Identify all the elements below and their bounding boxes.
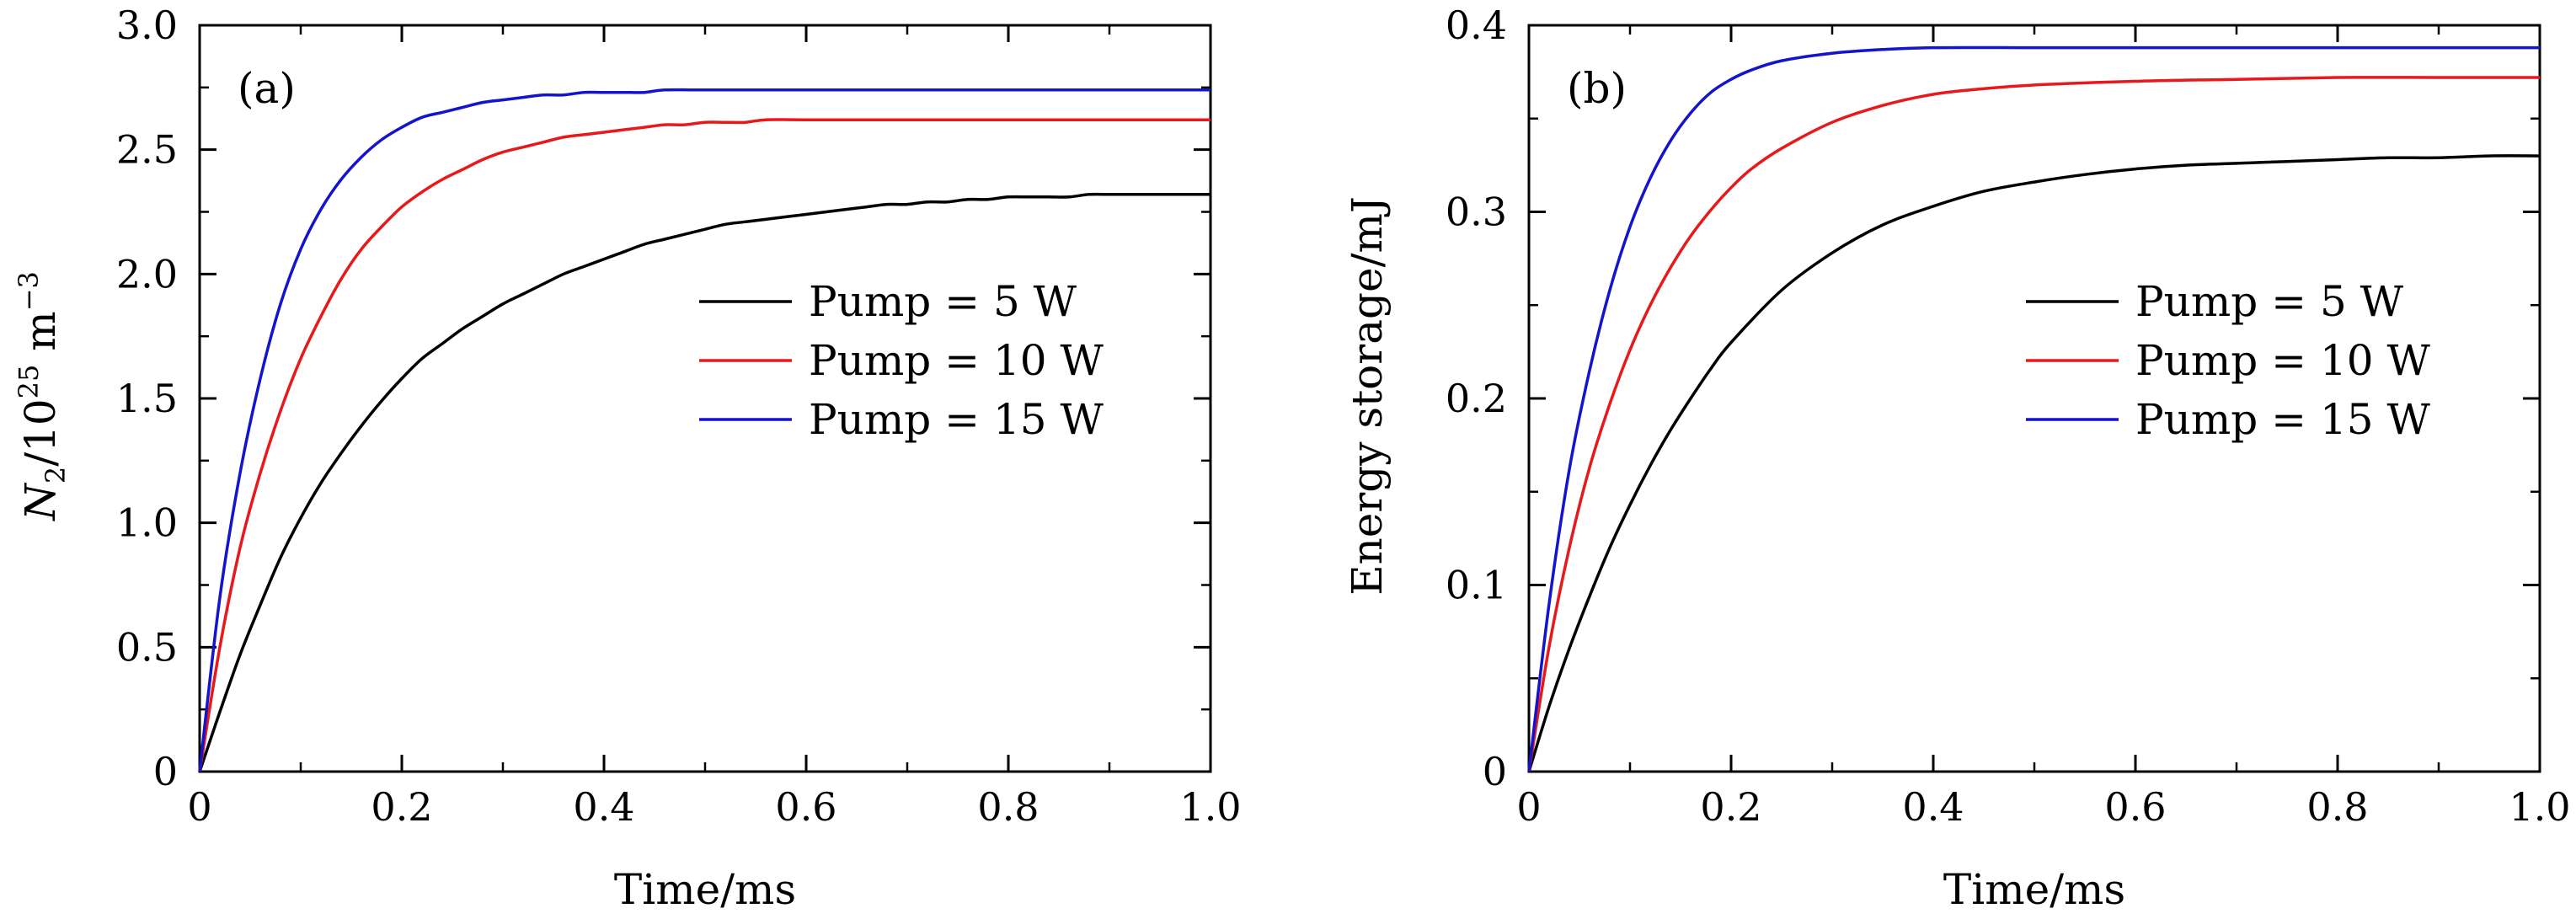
panel-label-b: (b) <box>1567 64 1627 113</box>
x-tick-label: 0.2 <box>371 784 432 830</box>
y-tick-label: 0.2 <box>1446 376 1507 421</box>
y-tick-label: 0 <box>153 749 178 794</box>
series-lines-a <box>198 88 1211 772</box>
legend-b: Pump = 5 W Pump = 10 W Pump = 15 W <box>2026 277 2430 444</box>
legend-label-1: Pump = 5 W <box>809 277 1077 326</box>
x-tick-label: 0.6 <box>775 784 836 830</box>
y-label-unit-exponent: −3 <box>13 271 45 311</box>
y-tick-label: 3.0 <box>116 3 178 48</box>
y-tick-label: 2.5 <box>116 127 178 173</box>
legend-a: Pump = 5 W Pump = 10 W Pump = 15 W <box>699 277 1104 444</box>
legend-label-1: Pump = 5 W <box>2135 277 2404 326</box>
x-tick-label: 1.0 <box>1179 784 1241 830</box>
y-tick-label: 0.1 <box>1446 563 1507 608</box>
x-tick-label: 0 <box>187 784 211 830</box>
x-tick-label: 0.8 <box>2306 784 2368 830</box>
y-tick-label: 0.5 <box>116 624 178 670</box>
y-tick-label: 1.0 <box>116 500 178 546</box>
y-tick-label: 2.0 <box>116 251 178 297</box>
x-tick-label: 0.8 <box>977 784 1039 830</box>
panel-b: 0 0.2 0.4 0.6 0.8 1.0 0 0.1 0.2 0.3 0.4 (b) Time/m… <box>1343 3 2571 914</box>
panel-a: 0 0.2 0.4 0.6 0.8 1.000.51.01.52.02.53.0 (a) … <box>13 3 1242 914</box>
x-tick-label: 0.4 <box>573 784 634 830</box>
panel-label-a: (a) <box>238 64 296 113</box>
x-tick-label: 0.6 <box>2104 784 2166 830</box>
y-tick-label: 0.3 <box>1446 190 1507 235</box>
y-label-prefix: /10 <box>16 398 65 466</box>
legend-label-3: Pump = 15 W <box>2135 395 2430 444</box>
y-axis-label-a: N2/1025 m−3 <box>13 271 72 521</box>
series-line-3 <box>198 88 1211 772</box>
legend-label-2: Pump = 10 W <box>2135 336 2430 385</box>
series-line-2 <box>198 118 1211 772</box>
ticks-a: 0 0.2 0.4 0.6 0.8 1.0 0 0.5 1.0 1.5 2.0 2.5 3.0 <box>116 3 1242 830</box>
series-line-3 <box>1527 45 2540 772</box>
x-tick-label: 1.0 <box>2509 784 2570 830</box>
x-axis-label-b: Time/ms <box>1943 865 2125 914</box>
y-label-unit: m <box>16 311 65 364</box>
series-line-2 <box>1527 76 2540 772</box>
y-axis-label-b: Energy storage/mJ <box>1343 196 1392 596</box>
y-label-exponent: 25 <box>13 365 45 399</box>
y-tick-label: 1.5 <box>116 376 178 421</box>
x-tick-label: 0.4 <box>1902 784 1964 830</box>
legend-label-2: Pump = 10 W <box>809 336 1104 385</box>
legend-label-3: Pump = 15 W <box>809 395 1104 444</box>
y-label-subscript: 2 <box>40 467 72 484</box>
x-axis-label-a: Time/ms <box>614 865 796 914</box>
x-tick-label: 0 <box>1516 784 1541 830</box>
y-label-symbol: N <box>16 482 65 521</box>
y-tick-label: 0.4 <box>1446 3 1507 48</box>
x-tick-label: 0.2 <box>1700 784 1761 830</box>
series-lines-b <box>1527 45 2541 772</box>
y-tick-label: 0 <box>1483 749 1507 794</box>
series-line-1 <box>198 192 1211 772</box>
series-line-1 <box>1527 154 2541 772</box>
ticks-b: 0 0.2 0.4 0.6 0.8 1.0 0 0.1 0.2 0.3 0.4 <box>1446 3 2571 830</box>
